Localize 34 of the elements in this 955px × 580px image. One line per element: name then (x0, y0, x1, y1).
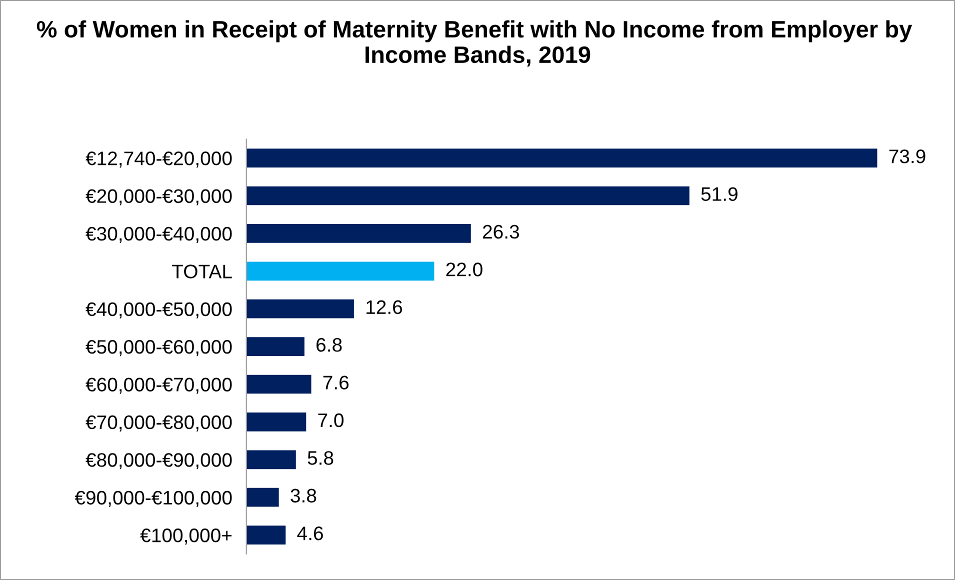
data-label: 3.8 (290, 488, 316, 503)
data-label: 6.8 (316, 338, 342, 352)
bar (246, 299, 354, 318)
bar (246, 412, 306, 432)
data-label: 7.0 (318, 413, 344, 428)
y-tick-label: €80,000-€90,000 (86, 453, 232, 470)
data-label: 12.6 (366, 300, 402, 314)
data-label: 22.0 (446, 262, 482, 276)
bar (246, 337, 304, 356)
y-tick-label: €12,740-€20,000 (86, 152, 232, 168)
bar (246, 374, 312, 394)
y-tick-label: €20,000-€30,000 (86, 189, 232, 206)
data-label: 51.9 (701, 187, 738, 201)
data-label: 4.6 (297, 526, 323, 540)
y-tick-label: €70,000-€80,000 (86, 415, 232, 432)
y-tick-label: TOTAL (172, 264, 232, 278)
data-label: 5.8 (308, 451, 334, 465)
bar (246, 488, 279, 507)
y-tick-label: €50,000-€60,000 (86, 340, 232, 356)
data-label: 73.9 (889, 150, 926, 164)
y-tick-label: €40,000-€50,000 (86, 302, 232, 318)
bar (246, 526, 286, 544)
bar (246, 450, 296, 470)
data-label: 26.3 (482, 224, 519, 239)
bar (246, 224, 471, 243)
y-tick-label: €30,000-€40,000 (86, 226, 232, 243)
bar (246, 148, 878, 168)
y-tick-label: €90,000-€100,000 (74, 490, 232, 507)
y-tick-label: €60,000-€70,000 (86, 378, 232, 394)
data-label: 7.6 (323, 376, 349, 390)
y-tick-label: €100,000+ (140, 528, 232, 545)
bar (246, 186, 690, 206)
bar (246, 262, 434, 281)
chart-title: % of Women in Receipt of Maternity Benefit with No Income from Employer by Income Bands, 2019 (36, 20, 912, 66)
